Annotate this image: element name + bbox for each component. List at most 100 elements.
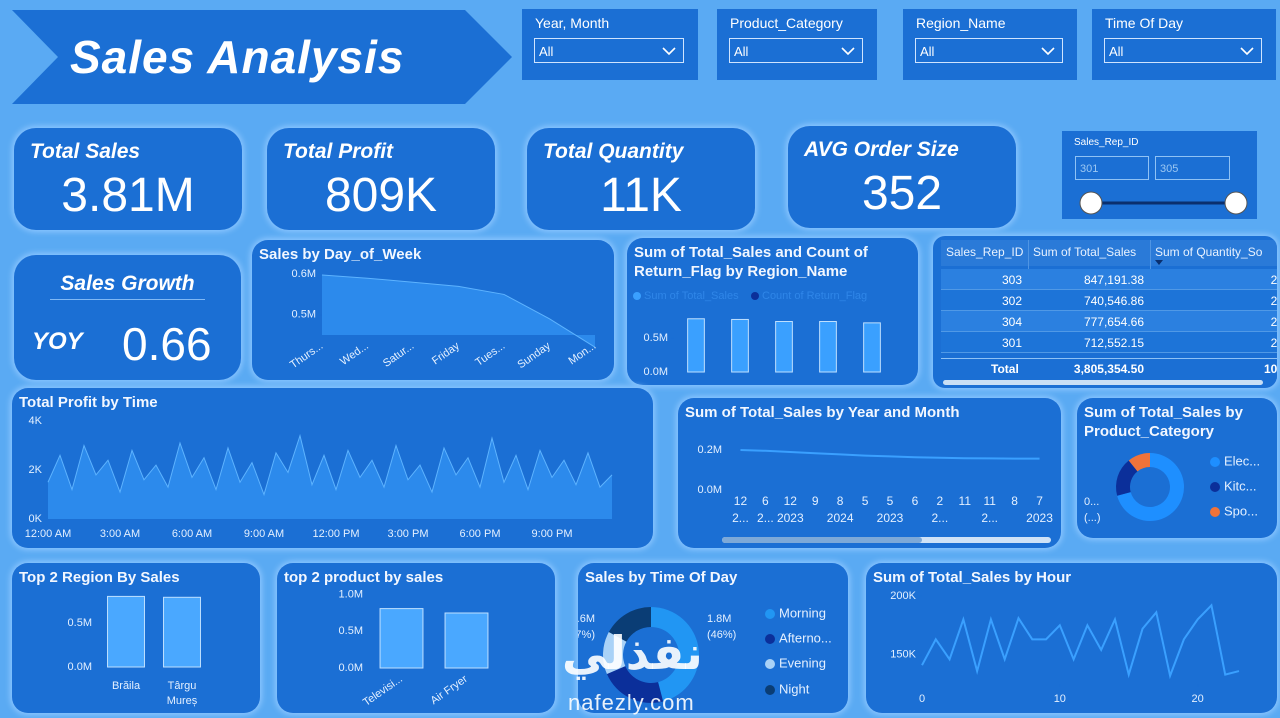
dashboard-title: Sales Analysis <box>70 31 405 83</box>
chevron-line <box>841 47 855 56</box>
donut-slice <box>1116 460 1138 496</box>
x-group-label: 2023 <box>1026 511 1053 525</box>
area <box>48 435 612 519</box>
x-tick-label: 10 <box>1054 693 1066 705</box>
scroll-thumb <box>722 537 922 543</box>
x-group-label: 2... <box>757 511 774 525</box>
chevron-line <box>662 47 676 56</box>
row-bg <box>941 269 1277 290</box>
bar <box>379 608 424 669</box>
slicer-track <box>1079 191 1248 215</box>
chart-panel: 0.5M 0.6M Thurs... Wed... Satur... Friday Tues… <box>252 240 614 380</box>
x-tick-label: Satur... <box>381 340 416 370</box>
bar <box>107 595 145 668</box>
slider-handle[interactable] <box>1224 191 1248 215</box>
filter-dropdown[interactable]: All <box>915 38 1063 63</box>
filter-box: Time Of Day All <box>1092 9 1276 80</box>
slicer-title: Sales_Rep_ID <box>1074 137 1139 148</box>
slicer-to[interactable]: 305 <box>1155 156 1230 180</box>
bar <box>163 596 201 668</box>
chart-panel: 0.0M 0.5M Sum of Total_Sales Count of Retur… <box>627 238 918 385</box>
slicer: Sales_Rep_ID 301 305 <box>1062 131 1257 219</box>
filter-value: All <box>1109 44 1124 59</box>
kpi-card: Total Quantity 11K <box>527 128 755 230</box>
chart-panel: 0.0M 0.2M 12 6 12 9 8 5 5 6 2 11 11 8 7 2... 2... 2023 202… <box>678 398 1061 548</box>
table-cell: 301 <box>1001 336 1022 350</box>
chart-panel: 1.8M (46%) Morning Afterno... Evening 0.6M (17… <box>578 563 848 713</box>
bar <box>863 322 881 373</box>
data-label: 0.6M <box>578 613 595 625</box>
x-tick-label: Friday <box>430 340 462 368</box>
bar <box>444 612 489 669</box>
y-tick-label: 0.0M <box>644 366 668 378</box>
x-group-label: 2023 <box>777 511 804 525</box>
legend-dot <box>751 292 759 300</box>
x-tick-label: 0 <box>919 693 925 705</box>
filter-label: Year, Month <box>535 15 610 31</box>
watermark-latin: nafezly.com <box>568 690 695 715</box>
chart: 0.0M 0.5M Sum of Total_Sales Count of Retur… <box>633 290 881 378</box>
x-tick-label: Mon... <box>566 340 598 367</box>
y-tick-label: 0.6M <box>292 268 316 280</box>
legend-dot <box>765 634 775 644</box>
bar <box>731 318 749 373</box>
chart: 1.8M (46%) Morning Afterno... Evening 0.6M (17… <box>578 605 832 703</box>
filter-dropdown[interactable]: All <box>1104 38 1262 63</box>
filter-box: Region_Name All <box>903 9 1077 80</box>
donut-slice <box>651 607 699 702</box>
chevron <box>662 47 676 56</box>
x-tick-label: 11 <box>983 494 996 508</box>
table-cell: 777,654.66 <box>1083 315 1144 329</box>
banner-shape <box>12 10 512 104</box>
legend-label: Count of Return_Flag <box>762 290 867 302</box>
y-tick-label: 0.0M <box>339 662 363 674</box>
sort-arrow <box>1155 260 1163 265</box>
legend-dot <box>765 685 775 695</box>
total-bg <box>941 358 1277 379</box>
filter-dropdown[interactable]: All <box>534 38 684 63</box>
legend-dot <box>1210 482 1220 492</box>
chart-title: Sales by Day_of_Week <box>259 246 422 263</box>
filter-value: All <box>539 44 554 59</box>
table-cell: 712,552.15 <box>1083 336 1144 350</box>
x-tick-label: 7 <box>1036 494 1043 508</box>
chart-panel: 150K 200K 0 10 20 Sum of Total_Sales by Hour <box>866 563 1277 713</box>
y-tick-label: 0.0M <box>698 484 722 496</box>
slider-handle[interactable] <box>1079 191 1103 215</box>
kpi-value: 809K <box>324 169 438 222</box>
kpi-title: Total Profit <box>283 140 394 163</box>
x-tick-label: Tues... <box>473 340 507 369</box>
growth-title: Sales Growth <box>60 272 195 295</box>
legend-label: Elec... <box>1224 453 1260 468</box>
legend-dot <box>1210 457 1220 467</box>
x-tick-label: 9:00 PM <box>532 528 573 540</box>
x-tick-label: 12:00 PM <box>312 528 359 540</box>
x-group-label: 2024 <box>827 511 854 525</box>
y-tick-label: 0.5M <box>644 332 668 344</box>
filter-box: Year, Month All <box>522 9 698 80</box>
total-cell: 108 <box>1263 362 1277 376</box>
slicer-from[interactable]: 301 <box>1075 156 1149 180</box>
x-tick-label: 9:00 AM <box>244 528 284 540</box>
filter-dropdown[interactable]: All <box>729 38 863 63</box>
scrollbar <box>943 380 1263 385</box>
y-tick-label: 0.0M <box>68 661 92 673</box>
kpi-title: Total Quantity <box>543 140 684 163</box>
chart: 0.0M 0.5M <box>68 595 201 673</box>
chart-panel: Elec... Kitc... 0... (...) Spo... Sum of Tota… <box>1077 398 1277 538</box>
chart-title: Top 2 Region By Sales <box>19 569 180 586</box>
filter-label: Region_Name <box>916 15 1006 31</box>
bar <box>687 318 705 373</box>
x-tick-label: 6 <box>762 494 769 508</box>
table-cell: 21 <box>1270 294 1277 308</box>
x-group-label: 2... <box>732 511 749 525</box>
table-header-bg <box>941 240 1277 266</box>
table-cell: 303 <box>1001 273 1022 287</box>
x-tick-label: 5 <box>887 494 894 508</box>
growth-value: 0.66 <box>122 318 212 370</box>
line <box>921 603 1240 680</box>
line <box>321 274 596 348</box>
x-tick-label: 6 <box>912 494 919 508</box>
chart-title: top 2 product by sales <box>284 569 444 586</box>
x-group-label: 2... <box>932 511 949 525</box>
